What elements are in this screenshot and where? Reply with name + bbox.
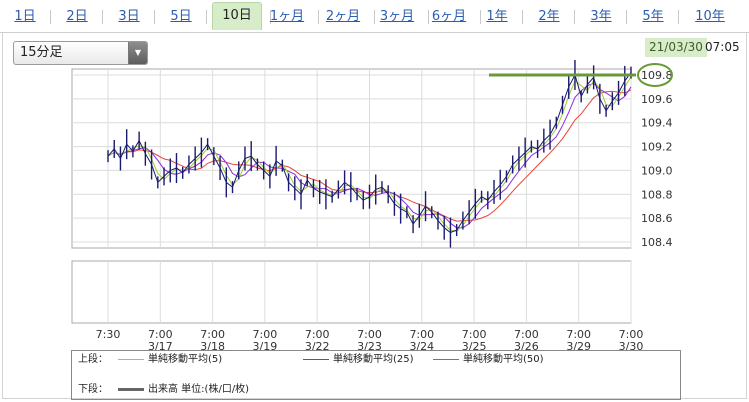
tab-period-8[interactable]: 3ヶ月 (379, 9, 415, 24)
y-tick-label: 109.6 (641, 93, 673, 106)
x-tick-date: 3/17 (148, 340, 173, 353)
highlight-circle (637, 62, 673, 87)
x-tick-time: 7:00 (566, 328, 591, 341)
tab-period-3[interactable]: 3日 (118, 9, 140, 24)
legend-swatch-sma50 (433, 358, 459, 360)
x-tick-time: 7:00 (619, 328, 644, 341)
x-tick-time: 7:00 (148, 328, 173, 341)
legend-item-volume: 出来高 単位:(株/口/枚) (118, 383, 249, 397)
y-tick-label: 108.8 (641, 188, 673, 201)
legend-label-sma50: 単純移動平均(50) (463, 354, 544, 365)
legend-item-sma5: 単純移動平均(5) (118, 353, 222, 367)
legend-lower-label: 下段： (78, 384, 108, 395)
legend-swatch-volume (118, 387, 144, 391)
price-line (107, 72, 632, 234)
x-tick-time: 7:00 (514, 328, 539, 341)
y-tick-label: 109.0 (641, 164, 673, 177)
tab-period-13[interactable]: 5年 (642, 9, 664, 24)
tab-period-6[interactable]: 1ヶ月 (269, 9, 305, 24)
tab-separator (428, 10, 429, 24)
legend-lower-row: 下段： 出来高 単位:(株/口/枚) (78, 383, 678, 397)
y-tick-label: 108.6 (641, 212, 673, 225)
tab-period-5[interactable]: 10日 (212, 2, 262, 30)
tab-separator (206, 10, 207, 24)
y-tick-label: 108.4 (641, 236, 673, 249)
tab-period-14[interactable]: 10年 (695, 9, 725, 24)
x-tick-time: 7:30 (96, 328, 121, 341)
x-tick-date: 3/18 (200, 340, 225, 353)
y-tick-label: 109.8 (641, 69, 673, 82)
chart-frame (2, 33, 747, 399)
tab-separator (574, 10, 575, 24)
chevron-down-icon[interactable]: ▼ (128, 42, 147, 64)
tab-period-2[interactable]: 2日 (66, 9, 88, 24)
tab-period-12[interactable]: 3年 (590, 9, 612, 24)
tab-separator (480, 10, 481, 24)
volume-panel (71, 260, 632, 324)
tab-separator (270, 10, 271, 24)
tab-separator (678, 10, 679, 24)
interval-select[interactable]: 15分足 ▼ (13, 41, 148, 65)
legend-label-sma5: 単純移動平均(5) (148, 354, 223, 365)
x-tick-date: 3/23 (357, 340, 382, 353)
x-tick-time: 7:00 (357, 328, 382, 341)
timestamp-time: 07:05 (705, 40, 740, 54)
legend-label-sma25: 単純移動平均(25) (333, 354, 414, 365)
tab-separator (522, 10, 523, 24)
legend: 上段： 単純移動平均(5) 単純移動平均(25) 単純移動平均(50) 下段： … (71, 350, 681, 400)
tab-separator (318, 10, 319, 24)
timestamp-date: 21/03/30 (645, 38, 707, 57)
tab-separator (626, 10, 627, 24)
y-tick-label: 109.2 (641, 141, 673, 154)
x-tick-date: 3/19 (253, 340, 278, 353)
period-tab-bar: 1日 2日 3日 5日 10日 1ヶ月 2ヶ月 3ヶ月 6ヶ月 1年 2年 3年 5年 10年 (0, 0, 749, 33)
x-tick-time: 7:00 (253, 328, 278, 341)
tab-separator (102, 10, 103, 24)
legend-item-sma50: 単純移動平均(50) (433, 353, 544, 367)
tab-separator (50, 10, 51, 24)
legend-upper-label: 上段： (78, 354, 108, 365)
tab-period-10[interactable]: 1年 (486, 9, 508, 24)
legend-swatch-sma25 (303, 358, 329, 360)
legend-item-sma25: 単純移動平均(25) (303, 353, 414, 367)
x-tick-date: 3/30 (619, 340, 644, 353)
legend-label-volume: 出来高 単位:(株/口/枚) (148, 384, 250, 395)
tab-separator (154, 10, 155, 24)
x-tick-date: 3/26 (514, 340, 539, 353)
x-tick-date: 3/22 (305, 340, 330, 353)
legend-upper-row: 上段： 単純移動平均(5) 単純移動平均(25) 単純移動平均(50) (78, 353, 678, 367)
tab-period-9[interactable]: 6ヶ月 (431, 9, 467, 24)
tab-period-1[interactable]: 1日 (14, 9, 36, 24)
tab-separator (374, 10, 375, 24)
x-tick-time: 7:00 (462, 328, 487, 341)
x-tick-date: 3/29 (566, 340, 591, 353)
tab-period-7[interactable]: 2ヶ月 (325, 9, 361, 24)
x-tick-time: 7:00 (200, 328, 225, 341)
x-tick-date: 3/25 (462, 340, 487, 353)
x-tick-time: 7:00 (305, 328, 330, 341)
legend-swatch-sma5 (118, 358, 144, 360)
tab-period-4[interactable]: 5日 (170, 9, 192, 24)
tab-period-11[interactable]: 2年 (538, 9, 560, 24)
y-tick-label: 109.4 (641, 117, 673, 130)
x-tick-time: 7:00 (409, 328, 434, 341)
interval-select-value: 15分足 (20, 45, 63, 60)
x-tick-date: 3/24 (409, 340, 434, 353)
